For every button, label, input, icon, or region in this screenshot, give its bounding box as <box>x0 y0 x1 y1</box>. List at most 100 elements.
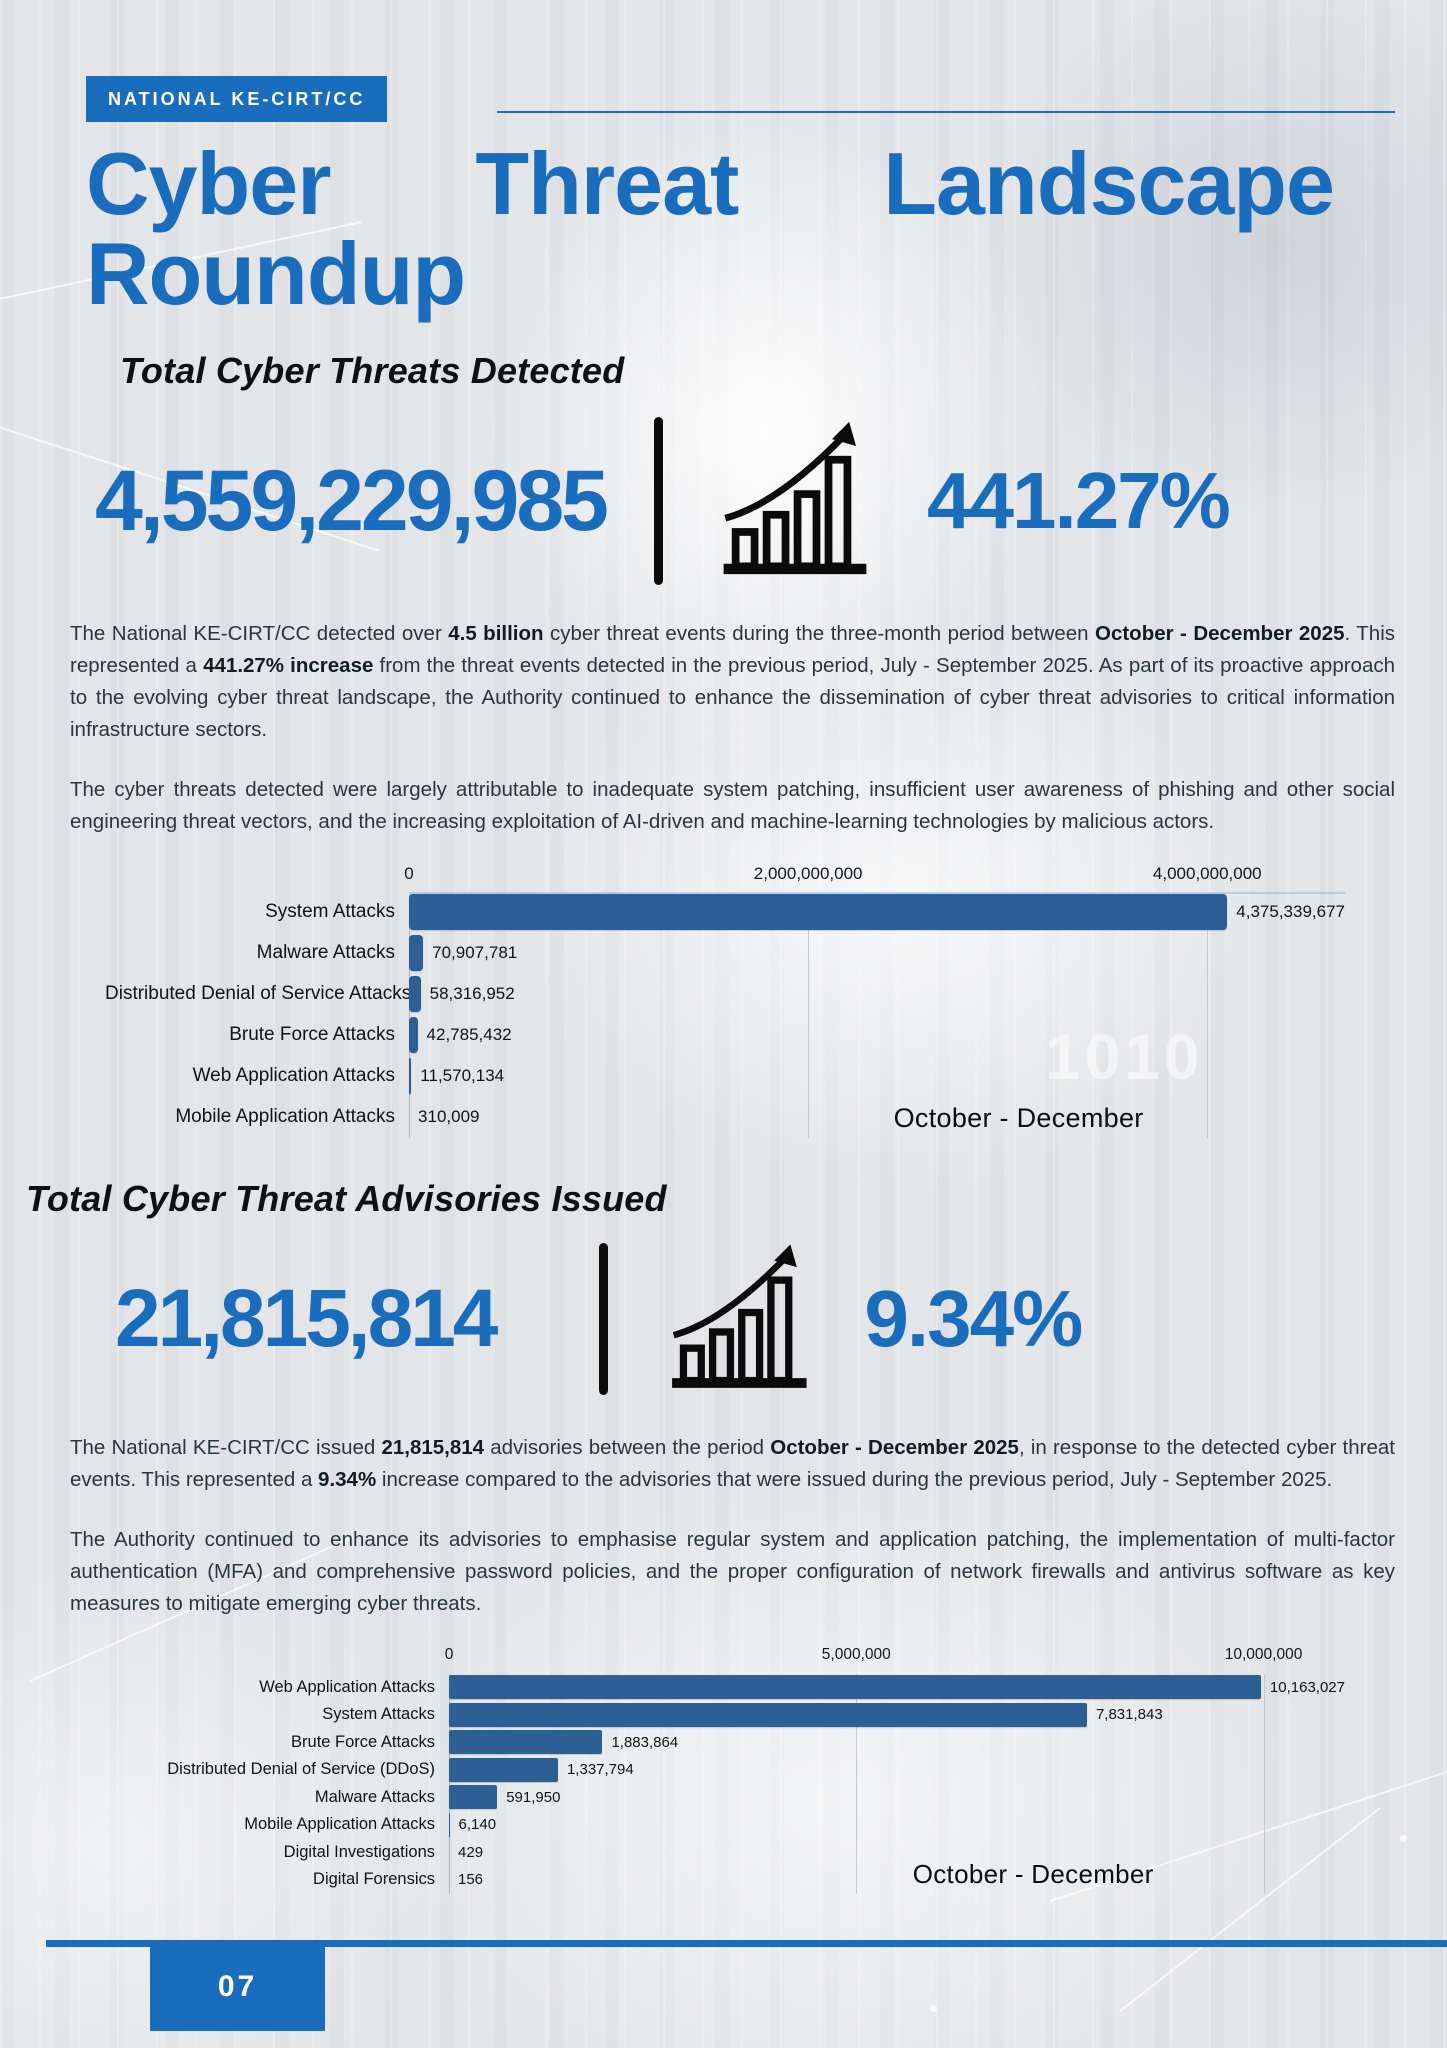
value-label: 11,570,134 <box>420 1066 505 1086</box>
background-network-dot <box>1400 1835 1407 1842</box>
threats-percent-increase: 441.27% <box>926 456 1231 545</box>
chart-rows: System Attacks 4,375,339,677 Malware Attac… <box>105 892 1375 1138</box>
chart-row: Brute Force Attacks 42,785,432 <box>105 1015 1375 1056</box>
background-network-dot <box>930 2005 937 2012</box>
chart-row: Brute Force Attacks 1,883,864 <box>105 1729 1375 1757</box>
chart-row: Mobile Application Attacks 6,140 <box>105 1811 1375 1839</box>
value-label: 1,337,794 <box>566 1761 634 1779</box>
x-axis-tick-label: 5,000,000 <box>821 1645 891 1663</box>
value-label: 310,009 <box>418 1107 480 1127</box>
page-number: 07 <box>217 1970 258 2003</box>
title-word: Threat <box>475 134 739 233</box>
gridline <box>1263 1673 1265 1894</box>
title-word: Cyber <box>86 134 331 233</box>
chart-row: Distributed Denial of Service Attacks 58,… <box>105 974 1375 1015</box>
category-label: System Attacks <box>322 1705 435 1724</box>
x-axis-tick-label: 4,000,000,000 <box>1152 863 1262 883</box>
bar <box>409 894 1228 931</box>
bar <box>449 1785 498 1810</box>
category-label: Malware Attacks <box>256 942 395 964</box>
chart-row: System Attacks 7,831,843 <box>105 1701 1375 1729</box>
page-title-line1: Cyber Threat Landscape <box>86 134 1335 233</box>
threats-paragraph-1: The National KE-CIRT/CC detected over 4.… <box>70 622 1395 741</box>
header-divider-line <box>497 111 1395 113</box>
chart-row: Web Application Attacks 11,570,134 <box>105 1056 1375 1097</box>
growth-chart-icon <box>672 1244 807 1388</box>
chart-plot-area: System Attacks 4,375,339,677 Malware Attac… <box>105 891 1375 1138</box>
chart-row: Malware Attacks 591,950 <box>105 1784 1375 1812</box>
bar <box>449 1702 1087 1727</box>
background-binary-text: 1010 <box>1045 1021 1204 1093</box>
threats-total-value: 4,559,229,985 <box>95 452 609 549</box>
advisories-paragraph-1: The National KE-CIRT/CC issued 21,815,81… <box>70 1435 1395 1491</box>
stat-divider <box>599 1242 609 1395</box>
advisories-percent-increase: 9.34% <box>864 1273 1083 1363</box>
threats-stat-row: 4,559,229,985 441.27% <box>95 412 1395 590</box>
gridline <box>409 893 410 1138</box>
category-label: Malware Attacks <box>314 1787 435 1806</box>
page-title: Cyber Threat Landscape Roundup <box>86 134 1335 323</box>
x-axis-tick-label: 0 <box>444 1645 454 1663</box>
value-label: 1,883,864 <box>611 1733 679 1751</box>
category-label: Brute Force Attacks <box>291 1732 435 1751</box>
stat-divider <box>653 417 663 585</box>
chart-row: Web Application Attacks 10,163,027 <box>105 1674 1375 1702</box>
chart-row: Mobile Application Attacks 310,009 <box>105 1097 1375 1138</box>
page-number-box: 07 <box>150 1943 325 2031</box>
value-label: 10,163,027 <box>1269 1678 1345 1696</box>
gridline <box>856 1673 858 1894</box>
category-label: System Attacks <box>265 901 395 923</box>
title-word: Landscape <box>883 134 1335 233</box>
x-axis-tick-label: 0 <box>404 863 414 883</box>
x-axis-tick-label: 2,000,000,000 <box>753 863 863 883</box>
chart-row: Digital Investigations 429 <box>105 1839 1375 1867</box>
advisories-total-value: 21,815,814 <box>115 1272 498 1364</box>
bar <box>449 1675 1261 1700</box>
x-axis-ticks: 0 2,000,000,000 4,000,000,000 <box>404 863 1345 892</box>
gridline <box>449 1673 450 1894</box>
value-label: 156 <box>458 1871 484 1889</box>
chart-gridlines <box>449 1673 1345 1894</box>
chart-row: Digital Forensics 156 <box>105 1866 1375 1894</box>
org-badge: NATIONAL KE-CIRT/CC <box>86 76 388 122</box>
category-label: Brute Force Attacks <box>229 1024 395 1046</box>
chart-row: System Attacks 4,375,339,677 <box>105 892 1375 933</box>
category-label: Digital Forensics <box>313 1870 435 1889</box>
page-content: NATIONAL KE-CIRT/CC Cyber Threat Landsca… <box>26 0 1395 1894</box>
value-label: 7,831,843 <box>1095 1706 1163 1724</box>
bar <box>449 1812 450 1837</box>
category-label: Distributed Denial of Service Attacks <box>105 983 412 1005</box>
chart-period-label: October - December <box>893 1102 1144 1133</box>
category-label: Digital Investigations <box>283 1842 435 1861</box>
chart-rows: Web Application Attacks 10,163,027 System … <box>105 1674 1375 1894</box>
x-axis-tick-label: 10,000,000 <box>1224 1645 1303 1663</box>
category-label: Distributed Denial of Service (DDoS) <box>167 1760 435 1779</box>
bar <box>449 1757 558 1782</box>
page-title-line2: Roundup <box>86 224 466 323</box>
category-label: Web Application Attacks <box>192 1065 395 1087</box>
value-label: 70,907,781 <box>432 943 518 963</box>
advisories-bar-chart: 0 5,000,000 10,000,000 Web Application Att… <box>105 1646 1375 1894</box>
threats-bar-chart: 0 2,000,000,000 4,000,000,000 System Attac… <box>105 864 1375 1138</box>
bar <box>449 1730 603 1755</box>
chart-period-label: October - December <box>912 1858 1154 1889</box>
growth-chart-icon <box>723 421 867 575</box>
category-label: Mobile Application Attacks <box>175 1106 395 1128</box>
value-label: 58,316,952 <box>429 984 515 1004</box>
gridline <box>1207 893 1209 1138</box>
value-label: 42,785,432 <box>426 1025 512 1045</box>
threats-paragraph-2: The cyber threats detected were largely … <box>70 777 1395 833</box>
value-label: 6,140 <box>458 1816 497 1834</box>
category-label: Mobile Application Attacks <box>244 1815 435 1834</box>
header: NATIONAL KE-CIRT/CC <box>70 0 1395 122</box>
value-label: 4,375,339,677 <box>1236 902 1345 922</box>
value-label: 429 <box>458 1843 484 1861</box>
x-axis-ticks: 0 5,000,000 10,000,000 <box>445 1645 1345 1674</box>
advisories-stat-row: 21,815,814 9.34% <box>115 1234 1395 1404</box>
threats-section-heading: Total Cyber Threats Detected <box>120 350 625 391</box>
bar <box>409 935 424 972</box>
chart-row: Malware Attacks 70,907,781 <box>105 933 1375 974</box>
chart-row: Distributed Denial of Service (DDoS) 1,33… <box>105 1756 1375 1784</box>
advisories-paragraph-2: The Authority continued to enhance its a… <box>70 1527 1395 1615</box>
